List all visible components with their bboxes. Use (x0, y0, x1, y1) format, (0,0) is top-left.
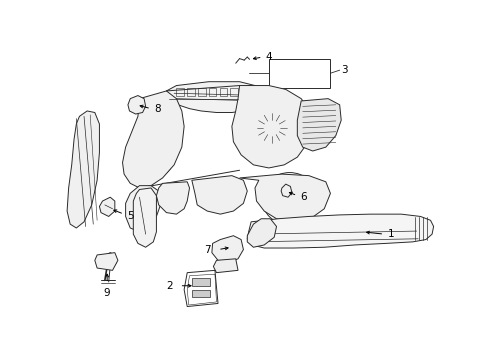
Polygon shape (192, 278, 210, 286)
Text: 2: 2 (166, 281, 172, 291)
Polygon shape (269, 59, 330, 88)
Text: 4: 4 (266, 52, 272, 62)
Polygon shape (212, 236, 244, 263)
Polygon shape (247, 219, 276, 247)
Polygon shape (128, 95, 146, 114)
Polygon shape (240, 174, 330, 222)
Polygon shape (184, 270, 218, 306)
Polygon shape (297, 99, 341, 151)
Polygon shape (192, 176, 247, 214)
Polygon shape (156, 182, 190, 214)
Text: 3: 3 (341, 65, 348, 75)
Text: 5: 5 (127, 211, 134, 221)
Polygon shape (247, 214, 434, 248)
Text: 1: 1 (388, 229, 394, 239)
Polygon shape (122, 91, 184, 188)
Polygon shape (95, 253, 118, 270)
Polygon shape (232, 86, 313, 168)
Text: 6: 6 (300, 192, 307, 202)
Polygon shape (67, 111, 99, 228)
Text: 7: 7 (204, 244, 211, 255)
Polygon shape (133, 188, 156, 247)
Polygon shape (192, 289, 210, 297)
Polygon shape (99, 197, 115, 216)
Text: 8: 8 (154, 104, 161, 114)
Text: 9: 9 (104, 288, 110, 298)
Polygon shape (214, 259, 238, 273)
Polygon shape (101, 253, 117, 268)
Polygon shape (125, 186, 161, 232)
Polygon shape (167, 82, 269, 112)
Polygon shape (281, 184, 292, 197)
